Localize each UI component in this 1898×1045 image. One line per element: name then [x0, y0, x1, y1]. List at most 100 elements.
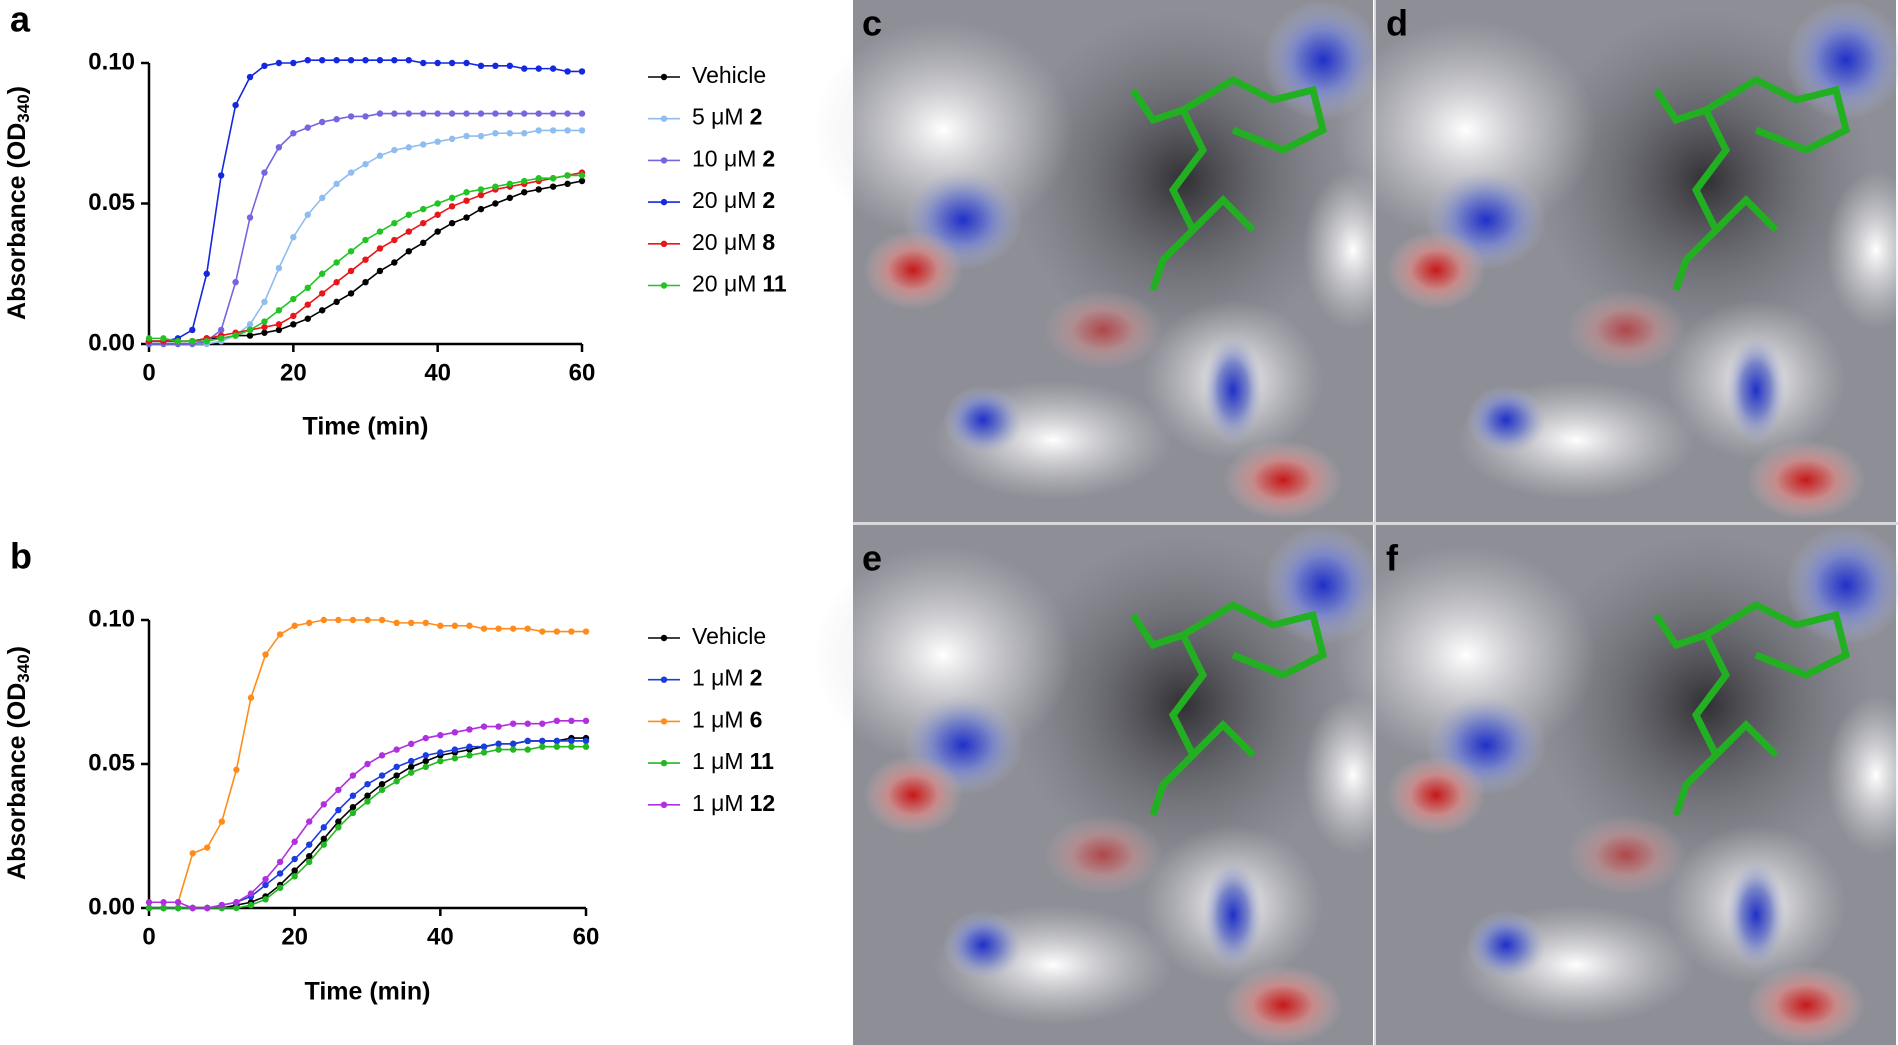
data-point: [578, 68, 586, 75]
data-point: [320, 801, 327, 808]
data-point: [539, 737, 546, 745]
panel-label: d: [1386, 3, 1408, 44]
data-point: [506, 110, 514, 117]
panel-label: f: [1386, 538, 1399, 579]
data-point: [582, 737, 590, 745]
data-point: [437, 732, 444, 739]
series-line: [149, 59, 582, 342]
data-point: [335, 616, 342, 624]
data-point: [521, 189, 528, 196]
data-point: [362, 113, 369, 120]
data-point: [347, 169, 355, 176]
data-point: [434, 59, 441, 67]
legend-label: 20 μM 8: [692, 229, 775, 255]
data-point: [521, 130, 528, 137]
data-point: [291, 855, 298, 863]
data-point: [376, 56, 384, 64]
panel-label: b: [10, 536, 32, 577]
y-tick-label: 0.10: [88, 48, 135, 75]
data-point: [362, 278, 369, 286]
data-point: [378, 616, 386, 624]
data-point: [463, 59, 470, 67]
data-point: [535, 186, 542, 193]
data-point: [376, 152, 384, 159]
data-point: [524, 737, 531, 745]
data-point: [553, 717, 561, 724]
data-point: [362, 160, 369, 168]
data-point: [391, 219, 398, 227]
data-point: [217, 326, 225, 334]
legend-marker: [660, 157, 668, 164]
data-point: [477, 110, 485, 117]
data-point: [304, 284, 311, 291]
x-axis-title: Time (min): [305, 978, 431, 1006]
data-point: [408, 619, 415, 627]
data-point: [434, 211, 441, 218]
data-point: [477, 62, 485, 70]
data-point: [477, 186, 485, 193]
data-point: [261, 329, 268, 336]
data-point: [335, 818, 342, 825]
legend-name: 5 μM: [692, 104, 744, 130]
legend-compound: 12: [750, 790, 776, 816]
data-point: [333, 298, 340, 306]
data-point: [466, 726, 473, 733]
data-point: [276, 884, 284, 892]
data-point: [290, 295, 297, 303]
data-point: [217, 335, 225, 342]
molecular-image: [813, 525, 1403, 1045]
data-point: [233, 899, 240, 906]
y-tick-label: 0.05: [88, 189, 135, 216]
legend-name: 1 μM: [692, 790, 744, 816]
x-tick-label: 40: [424, 359, 451, 386]
data-point: [246, 326, 254, 334]
data-point: [174, 904, 182, 912]
data-point: [376, 267, 384, 275]
data-point: [276, 631, 284, 638]
legend-marker: [660, 676, 668, 683]
data-point: [306, 858, 313, 866]
data-point: [362, 256, 369, 263]
data-point: [568, 743, 575, 750]
data-point: [320, 841, 327, 848]
data-point: [564, 172, 571, 179]
data-point: [495, 746, 502, 753]
y-axis-title-text: Absorbance (OD: [3, 123, 31, 320]
data-point: [393, 746, 400, 753]
legend-compound: 2: [750, 104, 763, 130]
data-point: [448, 59, 456, 67]
panel-label: c: [862, 3, 882, 44]
data-point: [247, 694, 255, 701]
data-point: [521, 110, 528, 117]
x-tick-label: 20: [281, 923, 308, 950]
legend-marker: [660, 115, 668, 122]
y-tick-label: 0.05: [88, 749, 135, 776]
y-axis-title: Absorbance (OD340): [3, 86, 34, 320]
data-point: [480, 743, 488, 750]
data-point: [582, 717, 590, 724]
data-point: [262, 651, 269, 658]
data-point: [232, 278, 239, 286]
data-point: [304, 211, 311, 218]
data-point: [480, 625, 488, 632]
legend-compound: 2: [762, 145, 775, 171]
y-axis-title-text: Absorbance (OD: [3, 683, 31, 880]
data-point: [420, 110, 427, 117]
data-point: [320, 835, 327, 843]
data-point: [422, 734, 429, 742]
data-point: [319, 194, 326, 202]
y-axis-title-sub: 340: [14, 654, 33, 682]
x-tick-label: 20: [280, 359, 307, 386]
legend-marker: [660, 198, 668, 206]
data-point: [506, 194, 514, 202]
data-point: [448, 194, 456, 202]
data-point: [335, 806, 342, 814]
data-point: [492, 183, 499, 190]
data-point: [451, 622, 459, 629]
data-point: [480, 749, 488, 756]
data-point: [564, 68, 571, 75]
data-point: [448, 219, 456, 227]
data-point: [492, 130, 499, 137]
data-point: [405, 211, 412, 218]
legend-label: 20 μM 11: [692, 271, 787, 297]
